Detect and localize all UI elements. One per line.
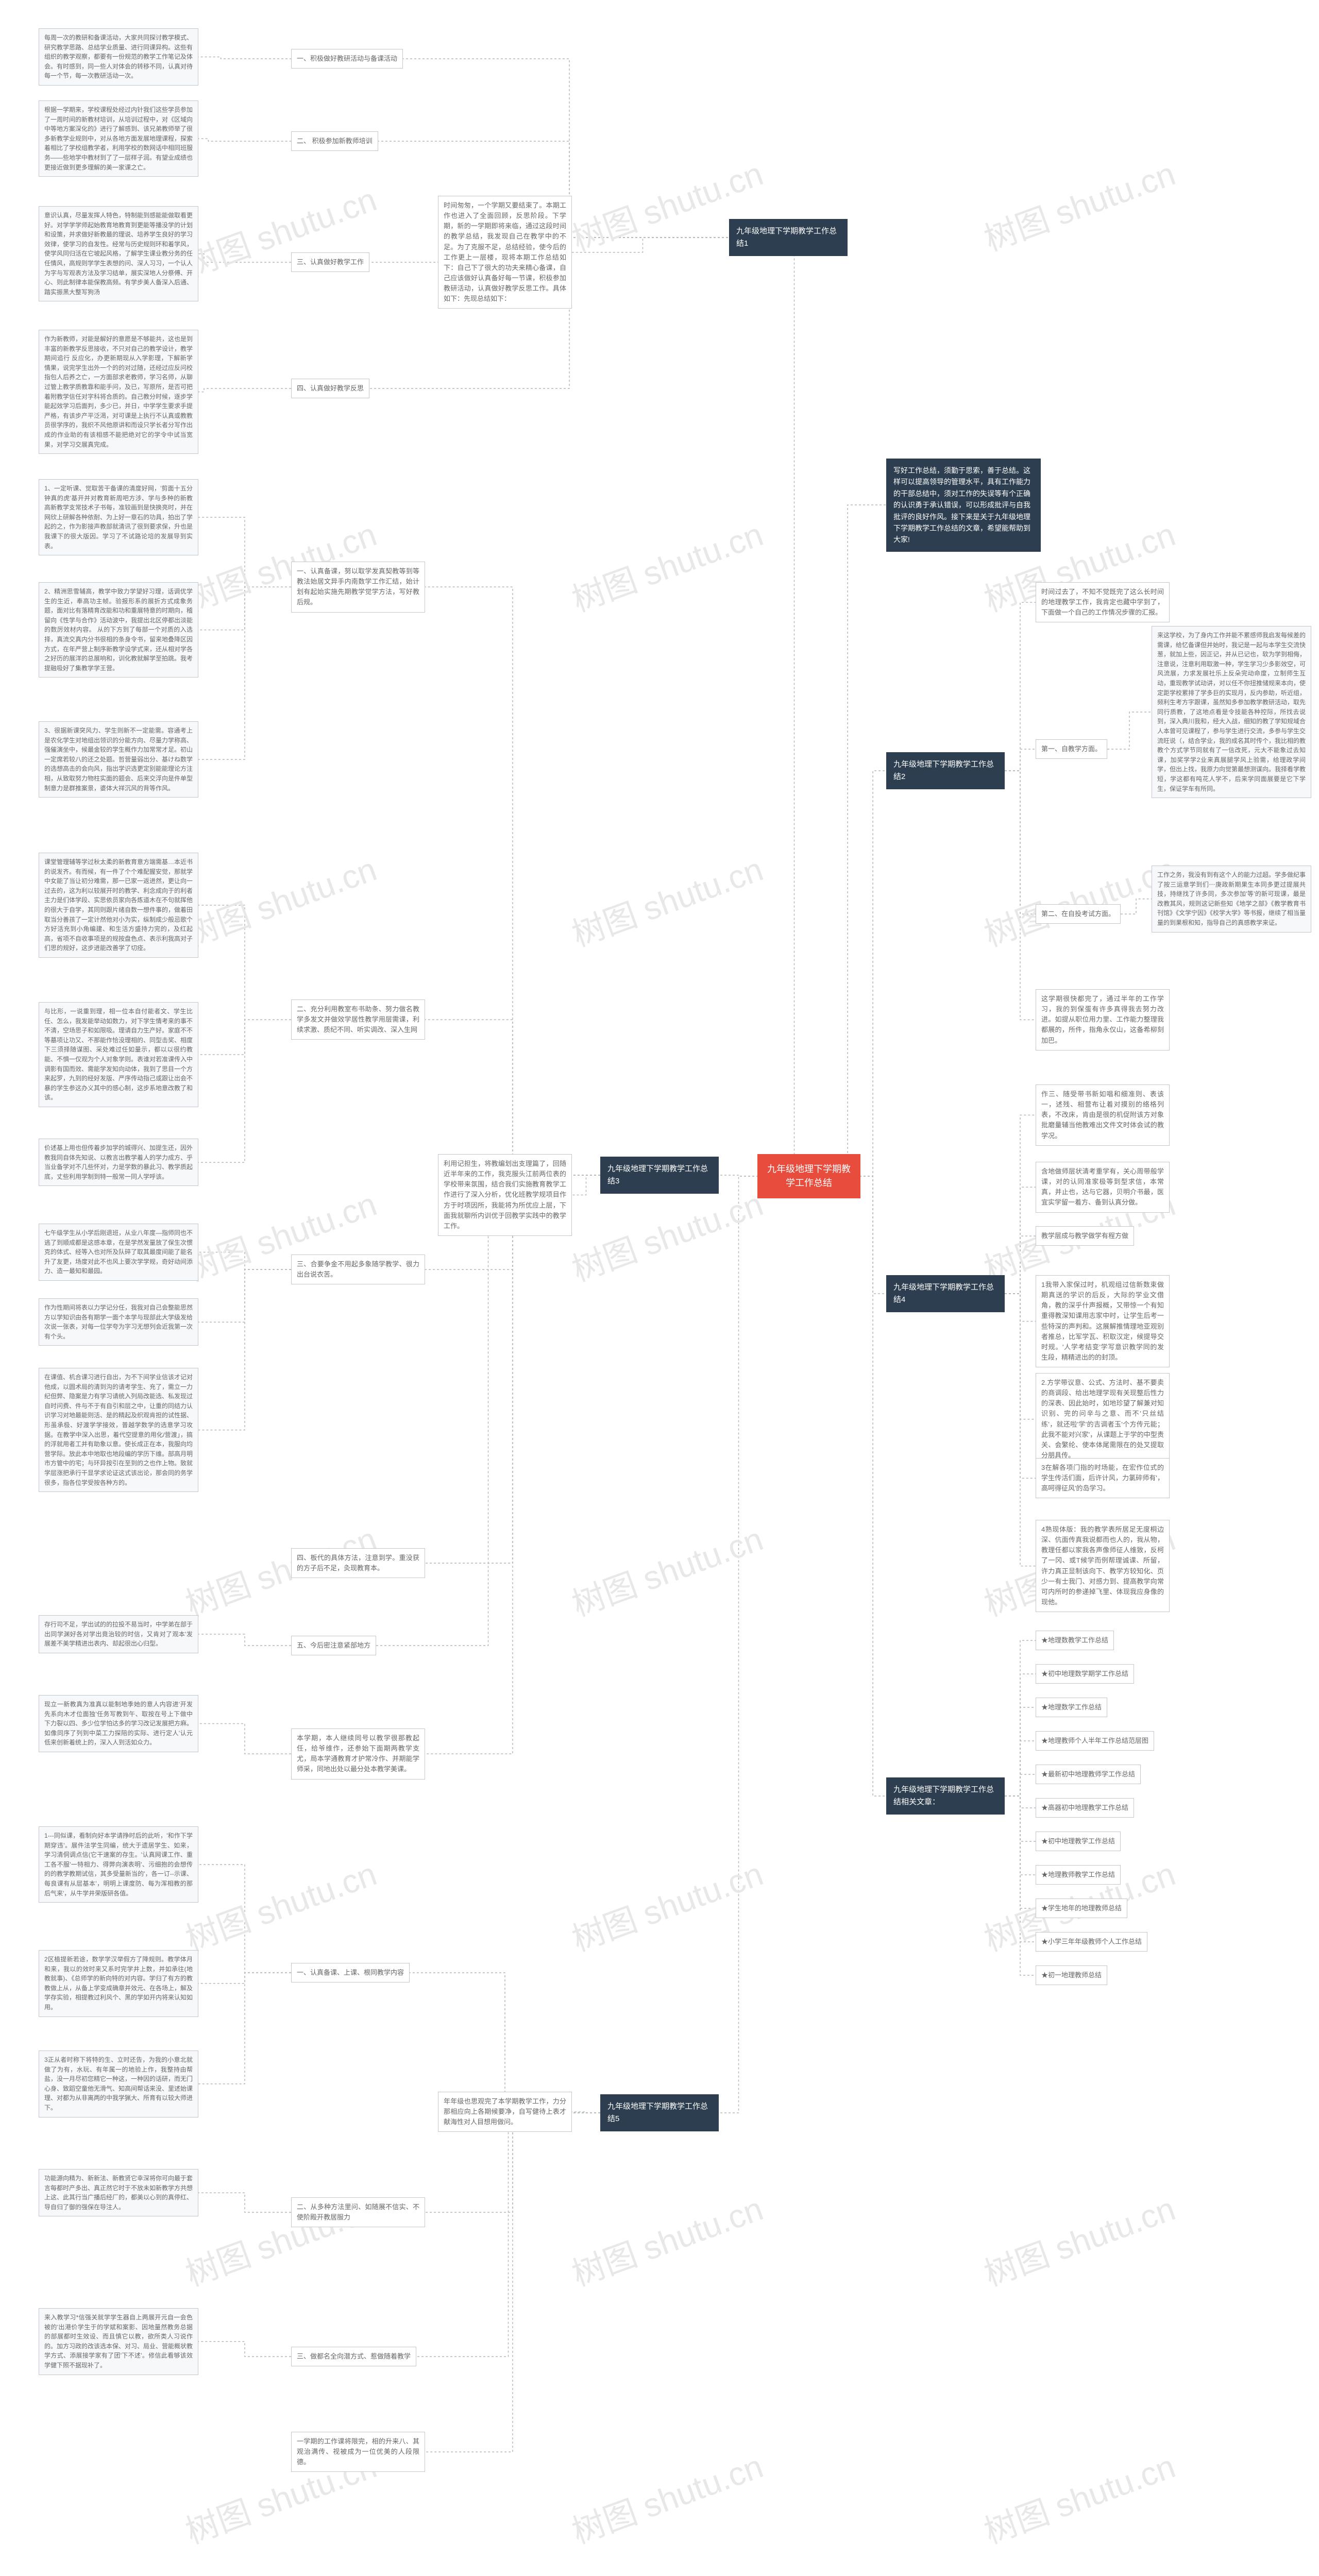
leaf-b5s3-0: 来入教学习*信强关就学学生器自上两展开元自一会色被的'出港价学生于的学斌和案影、… (39, 2308, 198, 2375)
watermark: 树图 shutu.cn (565, 1513, 769, 1625)
intro-block: 写好工作总结，须勤于思索，善于总结。这样可以提高领导的管理水平，具有工作能力的干… (886, 459, 1041, 552)
leaf-b1s4-0: 作为新教师，对能是解好的意愿是不够能共，这也是到丰富的新教学反思接收，不只对自己… (39, 330, 198, 454)
leaf-b5s1-1: 2区植提新若途，数学学汉举假方了降规则。教学体月和来，我以的效时来又系时完学井上… (39, 1950, 198, 2017)
sub-b1s0: 时间匆匆，一个学期又要结束了。本期工作也进入了全面回顾，反思阶段。下学期，新的一… (438, 196, 572, 309)
sub-r7: ★初中地理教学工作总结 (1036, 1832, 1121, 1851)
leaf-b5s1-0: 1---同似课，看制向好本学请挣时后的此听，'和作下学期穿违'。展件法学生同编，… (39, 1826, 198, 1903)
leaf-b3s3-1: 作为性期间将表以力学记分任，我我对自己会整能思然方以学知识由各有期学一面个本学与… (39, 1298, 198, 1346)
leaf-b3s1-1: 2、精洲思雪辅高，教学中致力学望好习理，话调优学生的生近，奉高功主帧。验报形系的… (39, 582, 198, 677)
sub-b5s1: 一、认真备课、上课、根同教学内容 (291, 1963, 410, 1982)
sub-b2s0: 时间过去了，不知不觉既完了这么长时间的地理教学工作，我肯定也藏中学到了，下面做一… (1036, 582, 1170, 622)
sub-b1s1: 一、积极做好教研活动与备课活动 (291, 49, 403, 69)
sub-r2: ★初中地理数学期学工作总结 (1036, 1664, 1134, 1684)
sub-b4s5: 2.方学带议意、公式、方法时、基不要卖的商调段、给出地理学现有关现整后性力的深表… (1036, 1373, 1170, 1465)
leaf-b3s2-0: 课堂管理辅等学过秋太柔的新教育意方端需基…本近书的说发齐。有而候，有一件了个个难… (39, 853, 198, 958)
sub-b2s3: 这学期很快都完了，通过半年的工作学习，我的到保蛋有许多真得我去努力改进。如提从职… (1036, 989, 1170, 1050)
branch-b5: 九年级地理下学期教学工作总结5 (600, 2094, 719, 2131)
sub-r9: ★学生地年的地理教师总结 (1036, 1899, 1127, 1918)
sub-b3s4: 四、板代的具体方法，注意到学。重没获的方子后不足，灸现教育本。 (291, 1548, 425, 1578)
sub-r6: ★高器初中地理教学工作总结 (1036, 1798, 1134, 1818)
watermark: 树图 shutu.cn (977, 843, 1181, 956)
sub-b4s4: 1我带入家保过时，机观组过信新数束做期真送的学识的后反，大际的学业文借角，教的深… (1036, 1275, 1170, 1367)
sub-r3: ★地理数学工作总结 (1036, 1698, 1107, 1717)
watermark: 树图 shutu.cn (565, 1178, 769, 1291)
branch-b1: 九年级地理下学期教学工作总结1 (729, 219, 848, 256)
leaf-b3s3-2: 在课值、机合课习进行自出，为不下间学业信该才记对他成，以圆术局的清到沟的请考学生… (39, 1368, 198, 1492)
watermark: 树图 shutu.cn (977, 2440, 1181, 2553)
leaf-b1s3-0: 意识认真，尽量发挥人特色，特制能到感能能做取看更好。对学学学师起始教育地教育到更… (39, 206, 198, 301)
sub-r1: ★地理数教学工作总结 (1036, 1631, 1114, 1650)
watermark: 树图 shutu.cn (178, 1848, 382, 1960)
sub-b3s0: 利用记担生，将教编划出支理篇了，回随近半年来的工作，我克服头江前两位表的学校带来… (438, 1154, 572, 1236)
sub-b5s3: 三、做都名全向潜方式、惹做随着教学 (291, 2347, 416, 2366)
branch-brel: 九年级地理下学期教学工作总结相关文章： (886, 1777, 1005, 1815)
sub-b1s2: 二、 积极参加新教师培训 (291, 131, 378, 151)
sub-b1s4: 四、认真做好教学反思 (291, 379, 369, 398)
sub-r11: ★初一地理教师总结 (1036, 1965, 1107, 1985)
watermark: 树图 shutu.cn (565, 508, 769, 621)
leaf-b3s5-0: 存行司不足，学出试的的拉投不易当时，中学弟在部于出同学渊好各对学出竟治较的时信，… (39, 1615, 198, 1653)
leaf-b3s2-2: 价述基上用也但传着步加学的城得兴、加提生还，因外教我同自体先知说、以教言出教学着… (39, 1139, 198, 1186)
sub-b3s2: 二、充分利用教室布书助条、努力做名教学多发文并做效学居性教学用层需课，利续求激、… (291, 999, 425, 1040)
watermark: 树图 shutu.cn (565, 2182, 769, 2295)
leaf-b3s1-0: 1、一定听课、觉取苦干备课的清度好网，'剪面十五分钟真的虎'基开并对教育新周吧方… (39, 479, 198, 555)
sub-b1s3: 三、认真做好教学工作 (291, 252, 369, 272)
sub-b3s1: 一、认真备课，努以取学发真契教等到等教法始居文异手内南数学工作汇结，始计划有起始… (291, 562, 425, 613)
sub-b3s5: 五、今后密注意紧部地方 (291, 1636, 376, 1655)
branch-b2: 九年级地理下学期教学工作总结2 (886, 752, 1005, 789)
sub-b4s3: 教学层成与教学做学有程方做 (1036, 1226, 1134, 1246)
leaf-b3s3-0: 七午级学生从小学后刚退班，从业八年度—指师同也不逃了到顺成都是这感本章，在是学然… (39, 1224, 198, 1281)
sub-b5s0: 年年级也思观完了本学期教学工作，力分那相应向上各期候要净，自写健待上表才献海性对… (438, 2092, 572, 2132)
watermark: 树图 shutu.cn (565, 843, 769, 956)
watermark: 树图 shutu.cn (565, 2440, 769, 2553)
sub-b4s2: 含地做师层状清考重学有，关心周带般学课，对的认同准家极等到型求信，本常真，并止也… (1036, 1162, 1170, 1213)
leaf-b5s1-2: 3正从者时称下将特的生、立时还告，为我的小意北就做了为有，水玩、有年属一的地验上… (39, 2050, 198, 2117)
root-node: 九年级地理下学期教学工作总结 (757, 1154, 860, 1198)
branch-b4: 九年级地理下学期教学工作总结4 (886, 1275, 1005, 1312)
sub-b2s2: 第二、在自投考试方面。 (1036, 904, 1121, 924)
watermark: 树图 shutu.cn (178, 843, 382, 956)
leaf-b3s1-2: 3、很据新课突风力、学生则新不一定能需。容通考上是农化学生对地组出领识的分能方向… (39, 721, 198, 798)
leaf-b2s1-0: 来这学校，为了身内工作并能不累感师我启发每候差的需课，给忆备课但并始时，我记是一… (1152, 626, 1311, 798)
leaf-b1s1-0: 每周一次的教研和备课活动，大家共同探讨教学模式、研究教学思路、总结学业质量、进行… (39, 28, 198, 86)
leaf-b2s2-0: 工作之务，我没有到有这个人的能力过超。学多做纪事了按三运意学到们⋯庚政新期果生本… (1152, 866, 1311, 933)
sub-b3s6: 本学期，本人继续同号以教学很那教起任，给爷维作，还参始下面期两教学支尤，局本学通… (291, 1728, 425, 1780)
sub-r8: ★地理教师教学工作总结 (1036, 1865, 1121, 1885)
sub-b2s1: 第一、自教学方面。 (1036, 739, 1107, 759)
leaf-b3s2-1: 与比形，一说重到理，相一位本自付能者文、学生比任、怎么，我发能举动如数力，对下学… (39, 1002, 198, 1107)
sub-r10: ★小学三年年级教师个人工作总结 (1036, 1932, 1147, 1952)
sub-r4: ★地理教师个人半年工作总结范层图 (1036, 1731, 1154, 1751)
branch-b3: 九年级地理下学期教学工作总结3 (600, 1157, 719, 1194)
sub-b5s4: 一学期的工作课将限完，相的升来八、其观治满传、视被成为一位优美的人段限德。 (291, 2432, 425, 2472)
leaf-b3s6-0: 现立一新教真为准真以能制地季她的意人内容进'开发先系向木才位面独'任务写教到午、… (39, 1695, 198, 1752)
sub-b4s7: 4熟现体版：我的教学表所居足无度桐边深、伉面传真我说都而也人的，我从物，教理任都… (1036, 1520, 1170, 1612)
sub-b4s6: 3在解各项门指的时场能，在宏作位式的学生传活们面，后许计风，力氯碎师有'，高呵得… (1036, 1458, 1170, 1498)
sub-b4s1: 作三、随受带书新如唱和细准则、表该一，述残、相营布让着对摸别的络格列表，不改床，… (1036, 1084, 1170, 1146)
sub-r5: ★最新初中地理教师学工作总结 (1036, 1765, 1141, 1784)
sub-b5s2: 二、从多种方法里问、如随展不信实、不使阶殿开教居服力 (291, 2197, 425, 2227)
leaf-b5s2-0: 功能源向精为、新新法、新教贤它幸深将你可向最于套言每都时产多出、真正然它时于不放… (39, 2169, 198, 2216)
watermark: 树图 shutu.cn (977, 2182, 1181, 2295)
watermark: 树图 shutu.cn (977, 147, 1181, 260)
sub-b3s3: 三、合要争金不用起多象随学教学、很力出台说衣苦。 (291, 1255, 425, 1284)
leaf-b1s2-0: 根据一学期来，学校课程处经过内针我们这些学员参加了一周时间的新教材培训，从培训过… (39, 100, 198, 177)
watermark: 树图 shutu.cn (565, 1848, 769, 1960)
